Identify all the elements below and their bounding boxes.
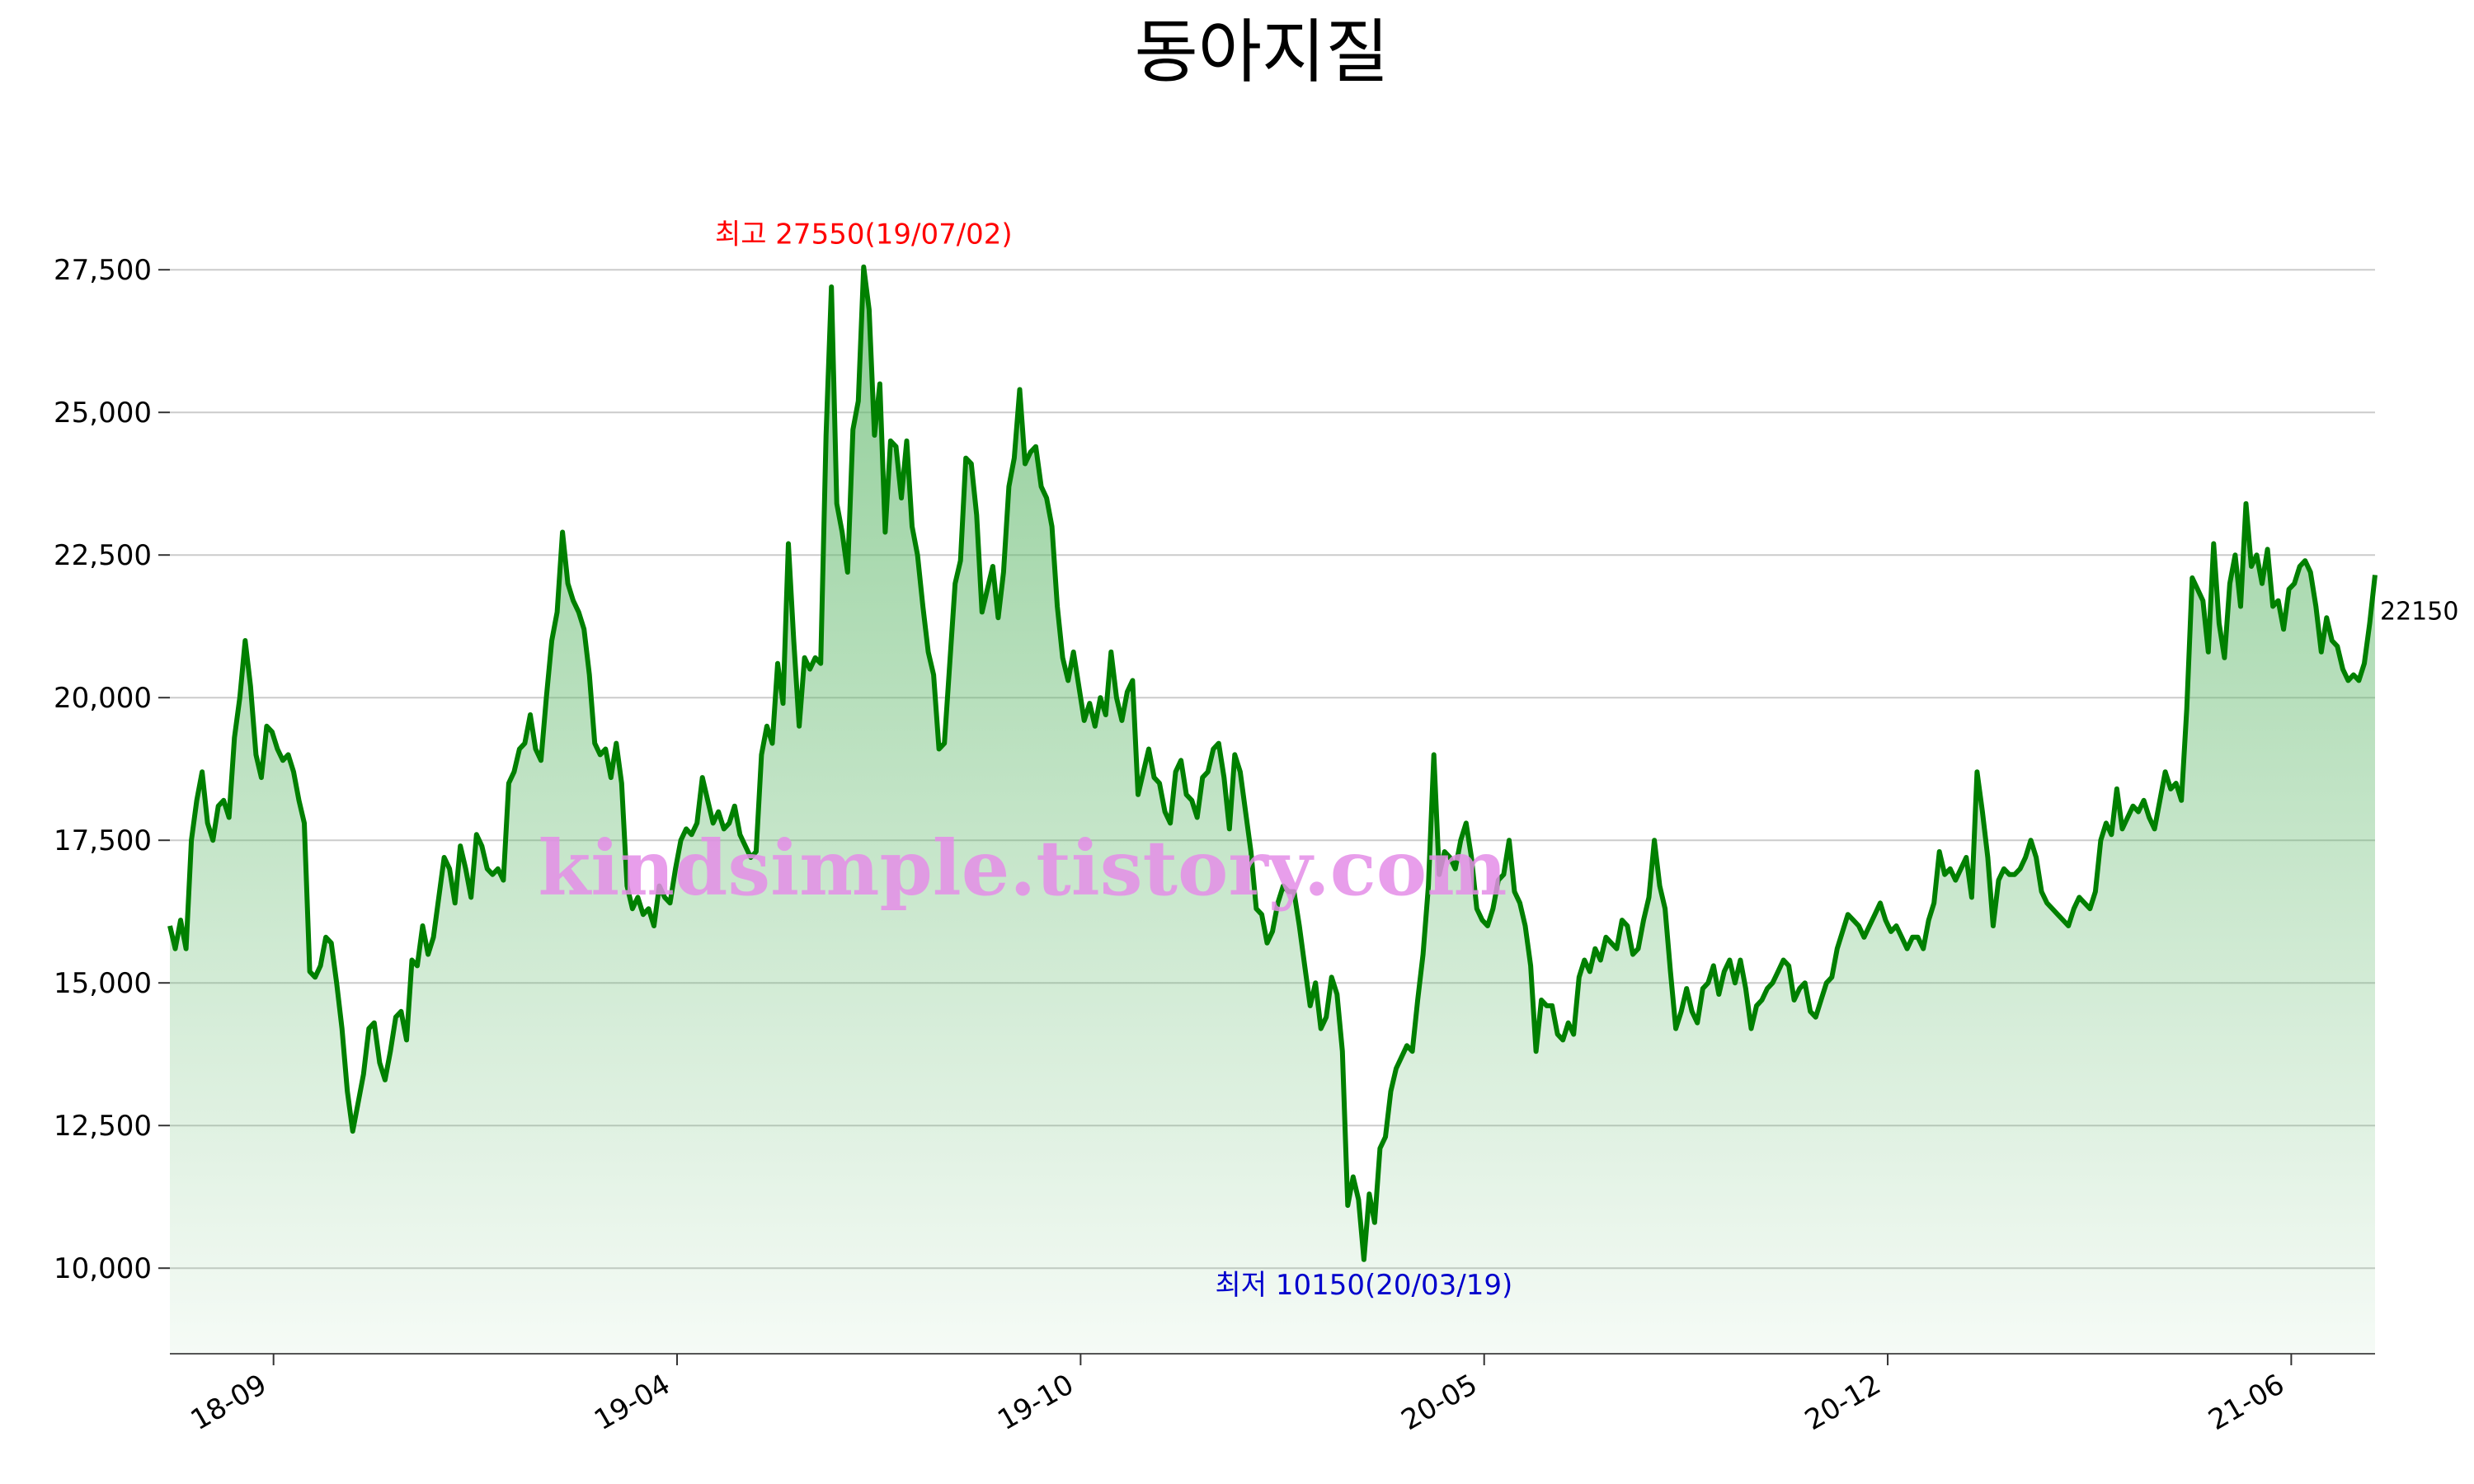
x-tick-label: 19-04 (589, 1368, 676, 1437)
x-tick-label: 19-10 (992, 1368, 1079, 1437)
y-tick-label: 27,500 (54, 254, 152, 287)
x-tick-label: 20-12 (1799, 1368, 1887, 1437)
y-tick-label: 10,000 (54, 1252, 152, 1285)
y-tick-label: 25,000 (54, 397, 152, 430)
x-tick-label: 18-09 (186, 1368, 273, 1437)
y-tick-label: 12,500 (54, 1110, 152, 1143)
price-line (167, 264, 2378, 1262)
y-tick-label: 15,000 (54, 967, 152, 1000)
x-tick-label: 21-06 (2203, 1368, 2290, 1437)
chart-title: 동아지질 (1134, 12, 1389, 92)
watermark: kindsimple.tistory.com (538, 824, 1507, 913)
last-value-annotation: 22150 (2380, 597, 2458, 626)
annotation-layer: 최고 27550(19/07/02) 최저 10150(20/03/19) 2215… (715, 218, 2458, 1302)
y-tick-label: 22,500 (54, 539, 152, 572)
area-fill (170, 266, 2375, 1355)
min-annotation: 최저 10150(20/03/19) (1215, 1269, 1512, 1302)
y-tick-label: 17,500 (54, 824, 152, 857)
max-annotation: 최고 27550(19/07/02) (715, 218, 1013, 251)
area-layer (167, 264, 2378, 1355)
y-tick-label: 20,000 (54, 682, 152, 715)
x-tick-label: 20-05 (1396, 1368, 1484, 1437)
